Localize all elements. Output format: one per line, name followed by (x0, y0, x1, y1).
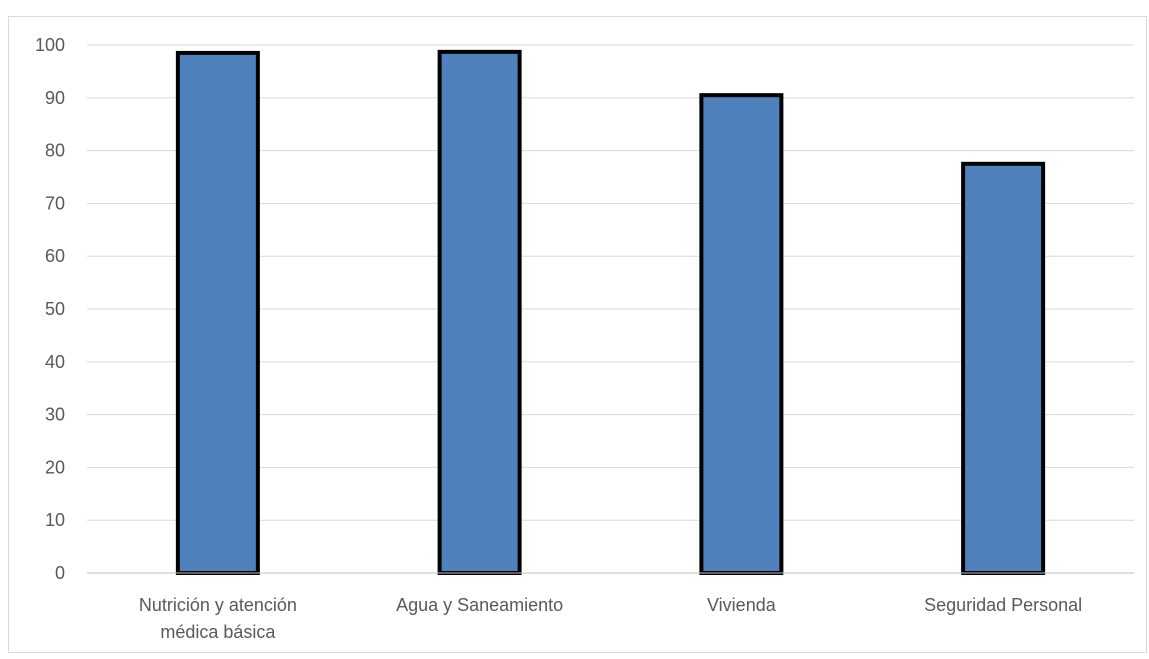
x-tick-label: Vivienda (707, 595, 777, 615)
y-tick-label: 100 (35, 35, 65, 55)
y-tick-label: 40 (45, 352, 65, 372)
x-axis-labels: Nutrición y atención médica básica Agua y … (139, 595, 1082, 642)
x-tick-label: Agua y Saneamiento (396, 595, 563, 615)
gridlines (87, 44, 1134, 521)
y-tick-label: 60 (45, 246, 65, 266)
y-tick-label: 70 (45, 193, 65, 213)
y-axis-ticks: 0 10 20 30 40 50 60 70 80 90 100 (35, 35, 65, 583)
y-tick-label: 0 (55, 563, 65, 583)
bar (961, 161, 1046, 576)
chart-area: 0 10 20 30 40 50 60 70 80 90 100 Nutrición y atenc… (8, 16, 1147, 653)
bar (699, 93, 784, 575)
y-tick-label: 90 (45, 88, 65, 108)
bar (437, 49, 522, 575)
y-tick-label: 80 (45, 141, 65, 161)
x-tick-label: Seguridad Personal (924, 595, 1082, 615)
y-tick-label: 10 (45, 510, 65, 530)
x-tick-label: Nutrición y atención médica básica (139, 595, 297, 642)
y-tick-label: 30 (45, 405, 65, 425)
y-tick-label: 50 (45, 299, 65, 319)
bars (175, 49, 1046, 576)
bar-chart: 0 10 20 30 40 50 60 70 80 90 100 Nutrición y atenc… (35, 35, 1134, 642)
y-tick-label: 20 (45, 457, 65, 477)
bar (175, 50, 260, 576)
